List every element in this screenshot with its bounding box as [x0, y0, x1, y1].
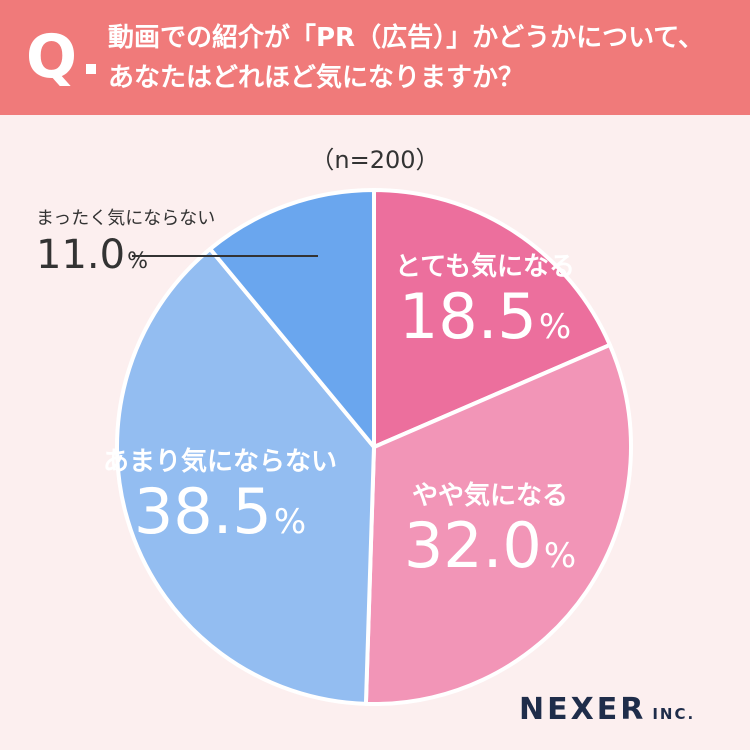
q-dot-icon	[86, 64, 96, 74]
slice-value-number-3: 11.0	[36, 232, 126, 278]
logo-name: NEXER	[519, 692, 647, 727]
slice-value-1: 32.0%	[375, 512, 605, 590]
q-badge: Q	[26, 22, 78, 92]
slice-label-2: あまり気にならない 38.5%	[80, 441, 360, 556]
pie-slice-1	[363, 342, 633, 706]
slice-name-3: まったく気にならない	[36, 208, 216, 229]
logo-suffix: INC.	[652, 705, 696, 723]
leader-line	[132, 255, 318, 257]
question-line-1: 動画での紹介が「PR（広告）」かどうかについて、	[108, 23, 704, 53]
slice-value-unit-2: %	[273, 502, 307, 542]
slice-name-0: とても気になる	[395, 252, 575, 282]
slice-value-number-2: 38.5	[133, 475, 272, 548]
slice-value-unit-1: %	[543, 536, 577, 576]
pie-slice-0	[372, 188, 612, 449]
question-header: Q 動画での紹介が「PR（広告）」かどうかについて、 あなたはどれほど気になりま…	[0, 0, 750, 115]
slice-name-2: あまり気にならない	[102, 447, 337, 477]
slice-label-0: とても気になる 18.5%	[380, 246, 590, 361]
question-line-2: あなたはどれほど気になりますか？	[108, 63, 525, 93]
slice-value-0: 18.5%	[380, 283, 590, 361]
slice-value-unit-0: %	[538, 307, 572, 347]
slice-value-unit-3: %	[127, 249, 148, 274]
pie-slice-3	[208, 188, 376, 449]
sample-size-note: （n=200）	[310, 146, 440, 174]
company-logo: NEXER INC.	[519, 692, 695, 727]
question-text: 動画での紹介が「PR（広告）」かどうかについて、 あなたはどれほど気になりますか…	[108, 18, 728, 98]
slice-label-1: やや気になる 32.0%	[375, 475, 605, 590]
slice-value-number-0: 18.5	[398, 280, 537, 353]
slice-value-3: 11.0%	[36, 230, 236, 287]
slice-value-2: 38.5%	[80, 478, 360, 556]
slice-label-3: まったく気にならない 11.0%	[36, 204, 236, 287]
slice-value-number-1: 32.0	[403, 509, 542, 582]
slice-name-1: やや気になる	[411, 481, 568, 511]
pie-slice-2	[115, 246, 376, 706]
